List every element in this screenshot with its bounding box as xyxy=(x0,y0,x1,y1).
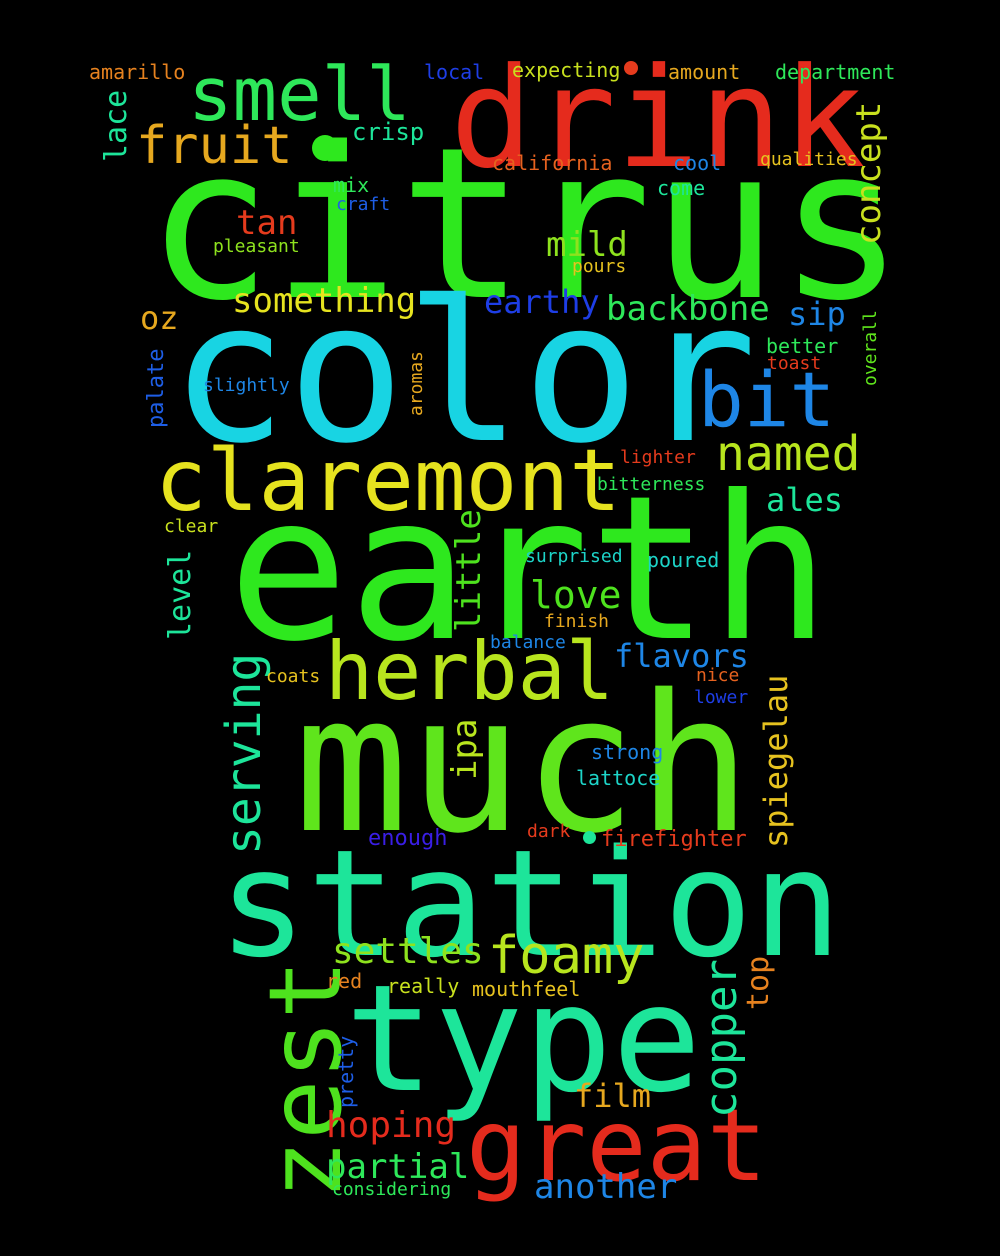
word-considering: considering xyxy=(332,1179,452,1200)
word-lattoce: lattoce xyxy=(576,766,661,790)
word-better: better xyxy=(766,334,839,358)
word-level: level xyxy=(163,549,198,640)
word-sip: sip xyxy=(788,295,846,333)
word-mouthfeel: mouthfeel xyxy=(472,977,581,1001)
word-finish: finish xyxy=(544,611,610,632)
word-bit: bit xyxy=(698,355,836,444)
word-earth: earth xyxy=(228,453,831,686)
word-expecting: expecting xyxy=(512,58,621,82)
word-herbal: herbal xyxy=(325,625,614,718)
word-department: department xyxy=(775,60,896,84)
word-spiegelau: spiegelau xyxy=(757,674,795,848)
word-craft: craft xyxy=(336,194,391,215)
word-oz: oz xyxy=(140,299,179,337)
word-balance: balance xyxy=(490,632,566,653)
word-smell: smell xyxy=(188,52,411,138)
word-crisp: crisp xyxy=(352,118,425,146)
word-drink: drink xyxy=(450,38,866,199)
word-type: type xyxy=(345,953,702,1125)
word-local: local xyxy=(424,60,485,84)
word-tan: tan xyxy=(236,203,298,243)
word-pleasant: pleasant xyxy=(213,236,300,257)
word-really: really xyxy=(387,974,460,998)
word-concept: concept xyxy=(849,101,889,245)
word-come: come xyxy=(657,176,706,200)
word-little: little xyxy=(449,509,489,632)
word-settles: settles xyxy=(332,931,484,972)
word-fruit: fruit xyxy=(136,116,293,176)
word-pretty: pretty xyxy=(334,1035,358,1108)
word-nice: nice xyxy=(696,665,740,686)
word-copper: copper xyxy=(696,959,747,1118)
word-enough: enough xyxy=(368,826,448,851)
word-aromas: aromas xyxy=(406,350,427,416)
word-named: named xyxy=(716,426,861,482)
word-lighter: lighter xyxy=(620,447,696,468)
word-serving: serving xyxy=(216,652,272,855)
word-coats: coats xyxy=(266,666,321,687)
word-top: top xyxy=(741,955,776,1010)
word-clear: clear xyxy=(164,516,219,537)
word-mild: mild xyxy=(546,225,628,265)
word-mix: mix xyxy=(333,173,370,197)
dot-green xyxy=(312,135,338,161)
word-palate: palate xyxy=(144,348,169,428)
word-strong: strong xyxy=(591,740,664,764)
word-partial: partial xyxy=(326,1147,470,1187)
word-toast: toast xyxy=(767,353,822,374)
word-ipa: ipa xyxy=(445,718,485,780)
word-california: california xyxy=(492,151,613,175)
word-great: great xyxy=(466,1087,768,1204)
word-amount: amount xyxy=(668,60,741,84)
word-ales: ales xyxy=(766,481,844,519)
word-foamy: foamy xyxy=(488,926,645,986)
word-firefighter: firefighter xyxy=(601,827,747,852)
dot-red xyxy=(624,61,638,75)
word-surprised: surprised xyxy=(525,546,623,567)
word-film: film xyxy=(574,1077,652,1115)
word-lace: lace xyxy=(99,89,134,162)
word-hoping: hoping xyxy=(326,1105,457,1146)
word-station: station xyxy=(218,818,842,990)
word-citrus: citrus xyxy=(146,102,905,347)
word-overall: overall xyxy=(860,310,881,386)
word-qualities: qualities xyxy=(760,149,858,170)
dot-teal xyxy=(583,831,596,844)
word-lower: lower xyxy=(694,687,749,708)
word-amarillo: amarillo xyxy=(89,60,186,84)
word-flavors: flavors xyxy=(614,637,749,675)
word-slightly: slightly xyxy=(203,375,290,396)
word-something: something xyxy=(232,281,417,321)
word-color: color xyxy=(170,259,757,486)
word-pours: pours xyxy=(572,256,627,277)
word-claremont: claremont xyxy=(155,431,621,531)
word-bitterness: bitterness xyxy=(597,474,706,495)
word-earthy: earthy xyxy=(484,283,600,321)
word-love: love xyxy=(530,573,622,617)
word-cool: cool xyxy=(673,151,722,175)
word-backbone: backbone xyxy=(606,289,770,329)
word-dark: dark xyxy=(527,821,571,842)
word-red: red xyxy=(326,969,363,993)
word-another: another xyxy=(534,1167,678,1207)
word-poured: poured xyxy=(647,548,720,572)
word-much: much xyxy=(294,654,752,875)
